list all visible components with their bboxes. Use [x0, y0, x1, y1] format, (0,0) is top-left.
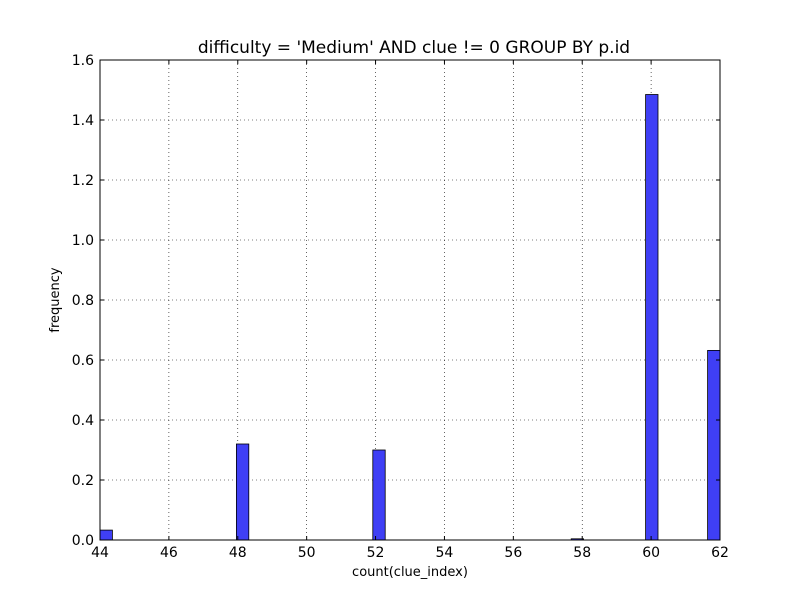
- histogram-bar: [235, 443, 250, 541]
- x-axis-label: count(clue_index): [352, 565, 468, 580]
- y-axis-label: frequency: [48, 267, 63, 333]
- y-tick-label: 1.6: [72, 53, 94, 69]
- y-tick-label: 0.2: [72, 473, 94, 489]
- x-tick-label: 44: [91, 545, 109, 561]
- y-tick-label: 1.4: [72, 113, 94, 129]
- histogram-bar: [707, 349, 721, 541]
- x-tick-label: 46: [160, 545, 178, 561]
- x-tick-label: 48: [229, 545, 247, 561]
- x-tick-label: 50: [298, 545, 316, 561]
- x-tick-label: 60: [642, 545, 660, 561]
- x-tick-label: 56: [504, 545, 522, 561]
- x-tick-label: 58: [573, 545, 591, 561]
- y-tick-label: 0.8: [72, 293, 94, 309]
- histogram-bar: [99, 529, 113, 541]
- y-tick-label: 0.4: [72, 413, 94, 429]
- y-tick-label: 1.0: [72, 233, 94, 249]
- x-tick-label: 62: [711, 545, 729, 561]
- x-tick-label: 54: [436, 545, 454, 561]
- tick-layer: 44 46 48 50 52 54 56 58 60 62 0.0 0.2 0.4 0.6 0.8 1.0 1.…: [72, 53, 729, 561]
- y-tick-label: 0.0: [72, 533, 94, 549]
- y-tick-label: 0.6: [72, 353, 94, 369]
- bar-layer: [99, 94, 721, 541]
- chart-title: difficulty = 'Medium' AND clue != 0 GROU…: [198, 38, 630, 58]
- x-tick-label: 52: [367, 545, 385, 561]
- histogram-bar: [645, 94, 659, 541]
- histogram-bar: [372, 449, 386, 541]
- y-tick-label: 1.2: [72, 173, 94, 189]
